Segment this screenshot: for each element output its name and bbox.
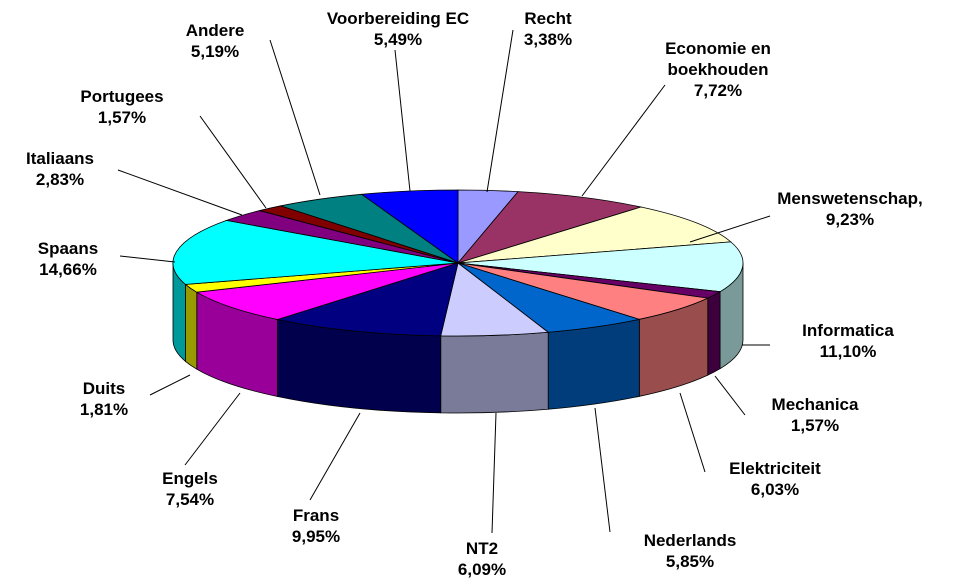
slice <box>172 219 459 285</box>
leader-line <box>199 115 267 209</box>
leader-line <box>491 412 497 534</box>
slice-side <box>185 283 198 370</box>
category-label: Engels <box>162 469 218 488</box>
category-label: Menswetenschap, <box>777 189 923 208</box>
leader-line <box>184 392 241 466</box>
category-label: Recht <box>524 9 572 28</box>
value-label: 2,83% <box>35 170 85 189</box>
category-label: Voorbereiding EC <box>326 9 470 28</box>
data-label: Duits 1,81% <box>80 378 128 420</box>
slice <box>457 206 732 264</box>
slice-side <box>547 318 640 410</box>
slice <box>195 262 459 320</box>
data-label: Menswetenschap, 9,23% <box>777 188 923 230</box>
data-label: Mechanica 1,57% <box>772 394 859 436</box>
value-label: 3,38% <box>523 30 573 49</box>
data-label: Spaans 14,66% <box>38 238 98 280</box>
leader-line <box>269 39 321 196</box>
value-label: 9,23% <box>825 210 875 229</box>
leader-line <box>119 255 176 263</box>
slice <box>275 262 459 337</box>
data-label: Economie en boekhouden 7,72% <box>653 38 783 101</box>
data-label: Nederlands 5,85% <box>644 530 737 572</box>
data-label: NT2 6,09% <box>458 538 506 580</box>
category-label: Portugees <box>80 87 164 106</box>
value-label: 5,49% <box>373 30 423 49</box>
value-label: 9,95% <box>291 527 341 546</box>
value-label: 14,66% <box>39 260 97 279</box>
value-label: 7,72% <box>693 81 743 100</box>
value-label: 5,19% <box>190 42 240 61</box>
leader-line <box>714 375 746 416</box>
value-label: 1,57% <box>790 416 840 435</box>
category-label: Economie en boekhouden <box>665 39 771 79</box>
leader-line <box>679 392 706 473</box>
leader-line <box>581 84 666 197</box>
data-label: Voorbereiding EC 5,49% <box>327 8 469 50</box>
category-label: Duits <box>82 379 126 398</box>
data-label: Italiaans 2,83% <box>26 148 94 190</box>
value-label: 1,57% <box>97 108 147 127</box>
value-label: 11,10% <box>819 342 877 361</box>
slice-side <box>707 290 721 376</box>
category-label: Spaans <box>37 239 99 258</box>
value-label: 6,09% <box>457 560 507 579</box>
data-label: Engels 7,54% <box>162 468 218 510</box>
category-label: Frans <box>292 506 340 525</box>
leader-line <box>149 374 191 396</box>
data-label: Elektriciteit 6,03% <box>729 458 821 500</box>
leader-line <box>117 169 243 216</box>
leader-line <box>594 407 611 533</box>
category-label: NT2 <box>465 539 499 558</box>
slice <box>457 241 744 293</box>
leader-line <box>486 29 514 193</box>
value-label: 7,54% <box>165 490 215 509</box>
category-label: Elektriciteit <box>729 459 821 478</box>
category-label: Informatica <box>802 321 894 340</box>
value-label: 1,81% <box>79 400 129 419</box>
data-label: Andere 5,19% <box>186 20 245 62</box>
category-label: Italiaans <box>25 149 95 168</box>
category-label: Nederlands <box>643 531 737 550</box>
leader-line <box>394 49 411 192</box>
slice <box>456 191 643 264</box>
data-label: Portugees 1,57% <box>80 86 163 128</box>
slice-side <box>440 331 549 414</box>
data-label: Frans 9,95% <box>292 505 340 547</box>
leader-line <box>309 412 361 501</box>
data-label: Informatica 11,10% <box>802 320 894 362</box>
data-label: Recht 3,38% <box>524 8 572 50</box>
category-label: Andere <box>185 21 245 40</box>
slice <box>360 189 459 264</box>
category-label: Mechanica <box>771 395 859 414</box>
value-label: 5,85% <box>665 552 715 571</box>
value-label: 6,03% <box>750 480 800 499</box>
leader-line <box>689 215 771 243</box>
